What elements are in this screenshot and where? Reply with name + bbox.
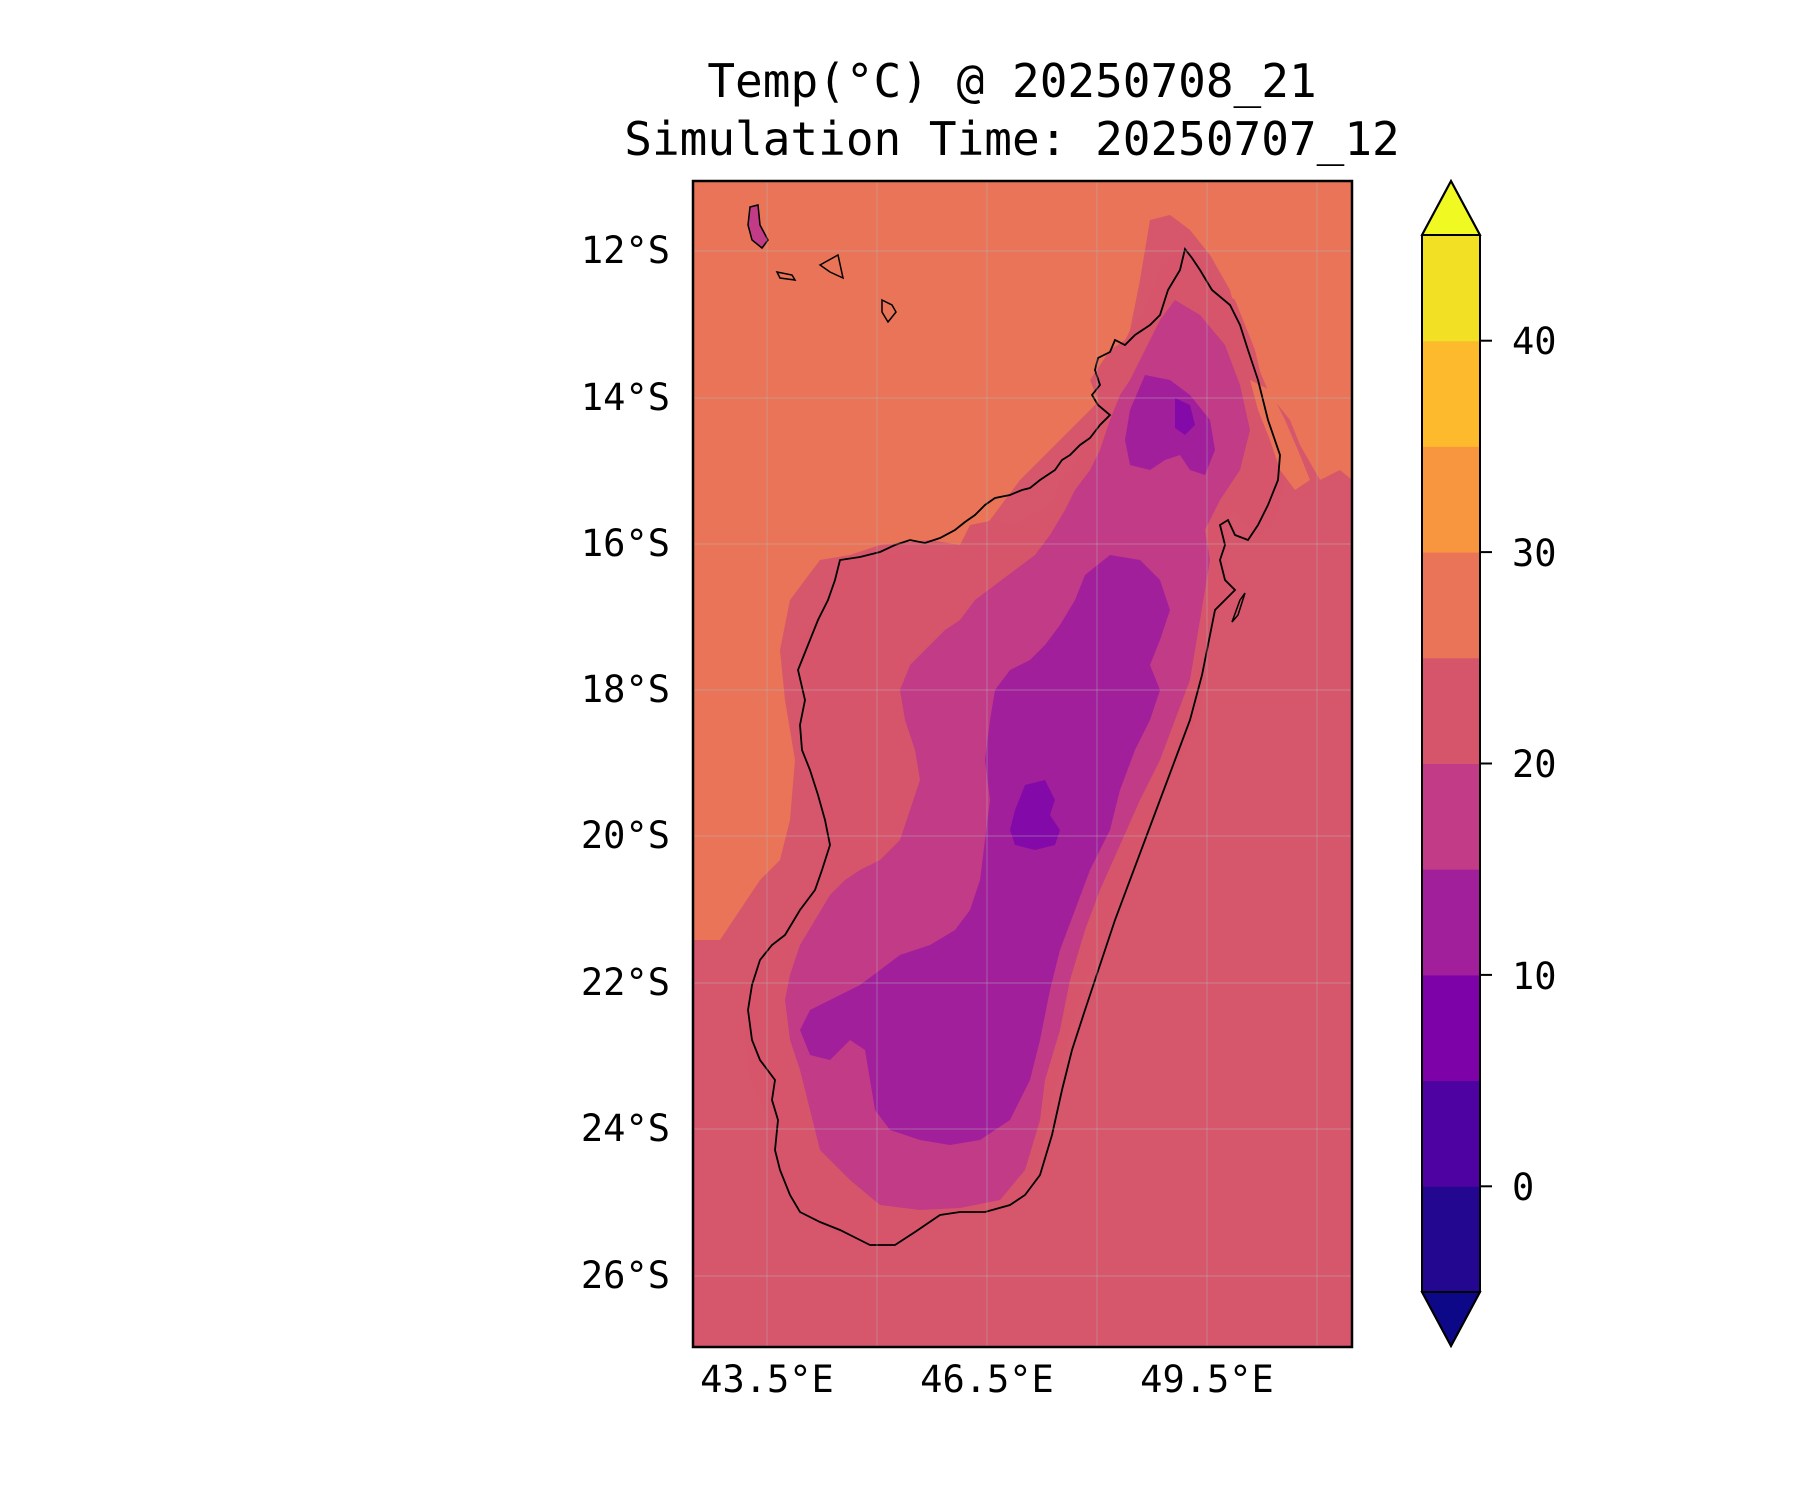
colorbar-segment — [1422, 763, 1480, 870]
island-comoros-1 — [747, 204, 769, 250]
map-title: Temp(°C) @ 20250708_21 — [707, 54, 1317, 108]
colorbar-segment — [1422, 974, 1480, 1082]
ocean-warm-fill-2 — [1100, 181, 1280, 215]
colorbar-tick-label: 30 — [1512, 532, 1557, 575]
lon-label: 49.5°E — [1140, 1358, 1274, 1401]
land-5-10 — [1010, 398, 1195, 850]
colorbar-outline — [1421, 178, 1481, 1349]
colorbar-segment — [1422, 1080, 1480, 1187]
colorbar — [1420, 178, 1492, 1349]
colorbar-segment — [1422, 1186, 1480, 1293]
colorbar-tick-label: 20 — [1512, 743, 1557, 786]
map-plot-area — [693, 181, 1352, 1347]
lat-label: 16°S — [580, 522, 670, 565]
colorbar-tick-label: 10 — [1512, 955, 1557, 998]
lat-label: 24°S — [580, 1107, 670, 1150]
colorbar-segment — [1422, 235, 1480, 342]
colorbar-segment — [1422, 869, 1480, 976]
colorbar-segment — [1422, 657, 1480, 764]
gridlines — [693, 181, 1352, 1347]
ocean-warm-fill — [693, 181, 1352, 940]
colorbar-segment — [1422, 340, 1480, 447]
lon-label: 46.5°E — [920, 1358, 1054, 1401]
lat-label: 20°S — [580, 814, 670, 857]
lat-label: 18°S — [580, 668, 670, 711]
lat-label: 26°S — [580, 1254, 670, 1297]
island-nosy-boraha — [1231, 592, 1246, 623]
island-comoros-3 — [818, 253, 845, 280]
land-10-15 — [800, 375, 1215, 1145]
lat-label: 12°S — [580, 229, 670, 272]
island-comoros-2 — [775, 270, 797, 281]
colorbar-under-triangle — [1420, 1291, 1482, 1349]
colorbar-tick-label: 40 — [1512, 320, 1557, 363]
lat-label: 22°S — [580, 961, 670, 1004]
colorbar-segment — [1422, 446, 1480, 553]
colorbar-tick-label: 0 — [1512, 1166, 1535, 1209]
colorbar-over-triangle — [1420, 178, 1482, 236]
island-mayotte — [881, 298, 897, 324]
lat-label: 14°S — [580, 376, 670, 419]
map-subtitle: Simulation Time: 20250707_12 — [624, 112, 1400, 166]
lon-label: 43.5°E — [700, 1358, 834, 1401]
colorbar-segment — [1422, 552, 1480, 659]
map-frame — [691, 179, 1354, 1349]
coastline — [747, 246, 1281, 1246]
